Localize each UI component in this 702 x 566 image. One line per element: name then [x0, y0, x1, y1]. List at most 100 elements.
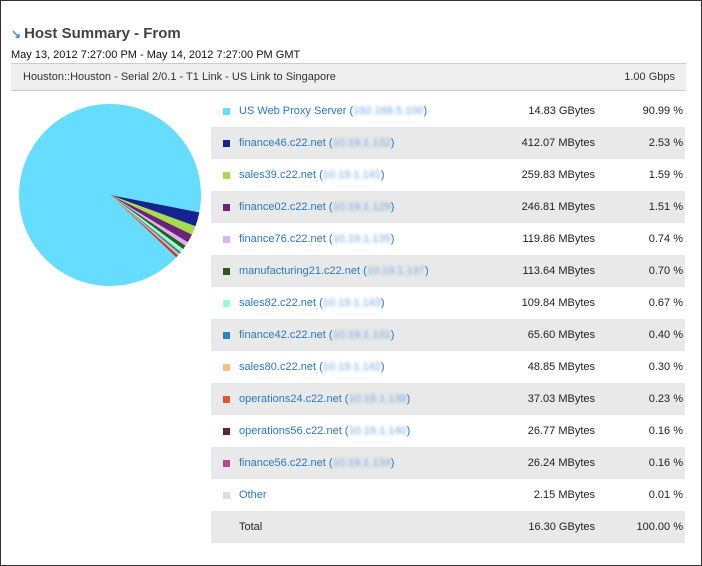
- pie-slice[interactable]: [110, 195, 178, 257]
- bytes-value: 119.86 MBytes: [522, 233, 595, 245]
- pie-slice[interactable]: [110, 195, 186, 250]
- pie-chart: [19, 104, 202, 286]
- host-link[interactable]: finance42.c22.net (10.19.1.131): [239, 329, 395, 341]
- time-range: May 13, 2012 7:27:00 PM - May 14, 2012 7…: [11, 49, 301, 61]
- bytes-value: 259.83 MBytes: [521, 169, 595, 181]
- host-name[interactable]: finance56.c22.net: [239, 457, 326, 469]
- host-ip: 10.19.1.141: [322, 169, 381, 181]
- table-row: US Web Proxy Server (192.168.5.100) 14.8…: [211, 95, 685, 127]
- pie-slice[interactable]: [110, 195, 180, 256]
- host-link[interactable]: sales80.c22.net (10.19.1.142): [239, 361, 385, 373]
- link-name: Houston::Houston - Serial 2/0.1 - T1 Lin…: [23, 71, 336, 83]
- bytes-value: 109.84 MBytes: [521, 297, 595, 309]
- bytes-value: 2.15 MBytes: [533, 489, 595, 501]
- host-ip: 10.19.1.135: [332, 233, 391, 245]
- pie-slice[interactable]: [110, 195, 196, 235]
- host-name[interactable]: US Web Proxy Server: [239, 105, 347, 117]
- table-row: Other 2.15 MBytes 0.01 %: [211, 479, 685, 511]
- table-row: operations56.c22.net (10.19.1.140) 26.77…: [211, 415, 685, 447]
- host-link[interactable]: operations24.c22.net (10.19.1.138): [239, 393, 411, 405]
- legend-swatch: [223, 300, 230, 307]
- host-link[interactable]: sales82.c22.net (10.19.1.143): [239, 297, 385, 309]
- host-name[interactable]: manufacturing21.c22.net: [239, 265, 361, 277]
- pie-slice[interactable]: [110, 195, 181, 254]
- pie-slice[interactable]: [19, 104, 202, 286]
- pie-slice[interactable]: [110, 195, 177, 258]
- host-link[interactable]: manufacturing21.c22.net (10.19.1.137): [239, 265, 429, 277]
- host-ip: 192.168.5.100: [353, 105, 424, 117]
- bytes-value: 26.77 MBytes: [527, 425, 595, 437]
- total-percent: 100.00 %: [636, 521, 683, 533]
- pie-slice[interactable]: [110, 195, 177, 258]
- legend-swatch: [223, 204, 230, 211]
- legend-swatch: [223, 172, 230, 179]
- host-name[interactable]: sales39.c22.net: [239, 169, 317, 181]
- host-link[interactable]: operations56.c22.net (10.19.1.140): [239, 425, 411, 437]
- percent-value: 2.53 %: [648, 137, 683, 149]
- percent-value: 0.74 %: [648, 233, 683, 245]
- bytes-value: 48.85 MBytes: [527, 361, 595, 373]
- pie-slice[interactable]: [110, 195, 179, 257]
- host-name[interactable]: Other: [239, 489, 267, 501]
- arrow-down-right-icon[interactable]: ↘: [11, 27, 22, 41]
- table-row: manufacturing21.c22.net (10.19.1.137) 11…: [211, 255, 685, 287]
- bytes-value: 37.03 MBytes: [527, 393, 595, 405]
- host-name[interactable]: finance02.c22.net: [239, 201, 326, 213]
- percent-value: 1.59 %: [648, 169, 683, 181]
- host-link[interactable]: finance02.c22.net (10.19.1.129): [239, 201, 395, 213]
- percent-value: 0.01 %: [648, 489, 683, 501]
- host-link[interactable]: US Web Proxy Server (192.168.5.100): [239, 105, 428, 117]
- bytes-value: 246.81 MBytes: [521, 201, 595, 213]
- host-link[interactable]: finance46.c22.net (10.19.1.132): [239, 137, 395, 149]
- host-name[interactable]: finance46.c22.net: [239, 137, 326, 149]
- percent-value: 0.30 %: [648, 361, 683, 373]
- legend-swatch: [223, 396, 230, 403]
- legend-swatch: [223, 332, 230, 339]
- legend-swatch: [223, 428, 230, 435]
- legend-swatch: [223, 236, 230, 243]
- host-name[interactable]: operations56.c22.net: [239, 425, 342, 437]
- pie-slice[interactable]: [110, 195, 200, 227]
- percent-value: 1.51 %: [648, 201, 683, 213]
- host-ip: 10.19.1.138: [348, 393, 407, 405]
- table-row: finance46.c22.net (10.19.1.132) 412.07 M…: [211, 127, 685, 159]
- host-link[interactable]: sales39.c22.net (10.19.1.141): [239, 169, 385, 181]
- legend-swatch: [223, 492, 230, 499]
- pie-slice[interactable]: [110, 195, 188, 246]
- host-ip: 10.19.1.132: [332, 137, 391, 149]
- legend-swatch: [223, 364, 230, 371]
- table-row: finance76.c22.net (10.19.1.135) 119.86 M…: [211, 223, 685, 255]
- percent-value: 0.16 %: [648, 425, 683, 437]
- host-name[interactable]: finance76.c22.net: [239, 233, 326, 245]
- table-row: finance56.c22.net (10.19.1.134) 26.24 MB…: [211, 447, 685, 479]
- table-row: finance42.c22.net (10.19.1.131) 65.60 MB…: [211, 319, 685, 351]
- table-row: sales39.c22.net (10.19.1.141) 259.83 MBy…: [211, 159, 685, 191]
- table-row: operations24.c22.net (10.19.1.138) 37.03…: [211, 383, 685, 415]
- percent-value: 0.67 %: [648, 297, 683, 309]
- percent-value: 90.99 %: [642, 105, 683, 117]
- host-ip: 10.19.1.129: [332, 201, 391, 213]
- total-row: Total 16.30 GBytes 100.00 %: [211, 511, 685, 543]
- pie-slice[interactable]: [110, 195, 184, 253]
- host-link[interactable]: finance76.c22.net (10.19.1.135): [239, 233, 395, 245]
- host-link[interactable]: finance56.c22.net (10.19.1.134): [239, 457, 395, 469]
- table-row: sales82.c22.net (10.19.1.143) 109.84 MBy…: [211, 287, 685, 319]
- bytes-value: 113.64 MBytes: [522, 265, 595, 277]
- percent-value: 0.70 %: [648, 265, 683, 277]
- pie-slice[interactable]: [110, 195, 192, 243]
- host-name[interactable]: finance42.c22.net: [239, 329, 326, 341]
- host-table: US Web Proxy Server (192.168.5.100) 14.8…: [211, 95, 685, 543]
- host-ip: 10.19.1.131: [332, 329, 391, 341]
- legend-swatch: [223, 268, 230, 275]
- bytes-value: 412.07 MBytes: [521, 137, 595, 149]
- host-link[interactable]: Other: [239, 489, 267, 501]
- bytes-value: 65.60 MBytes: [527, 329, 595, 341]
- host-name[interactable]: sales80.c22.net: [239, 361, 317, 373]
- title-text: Host Summary - From: [24, 25, 181, 42]
- host-name[interactable]: operations24.c22.net: [239, 393, 342, 405]
- host-name[interactable]: sales82.c22.net: [239, 297, 317, 309]
- percent-value: 0.16 %: [648, 457, 683, 469]
- link-bar: Houston::Houston - Serial 2/0.1 - T1 Lin…: [11, 63, 686, 91]
- host-ip: 10.19.1.142: [322, 361, 381, 373]
- total-label: Total: [239, 521, 263, 533]
